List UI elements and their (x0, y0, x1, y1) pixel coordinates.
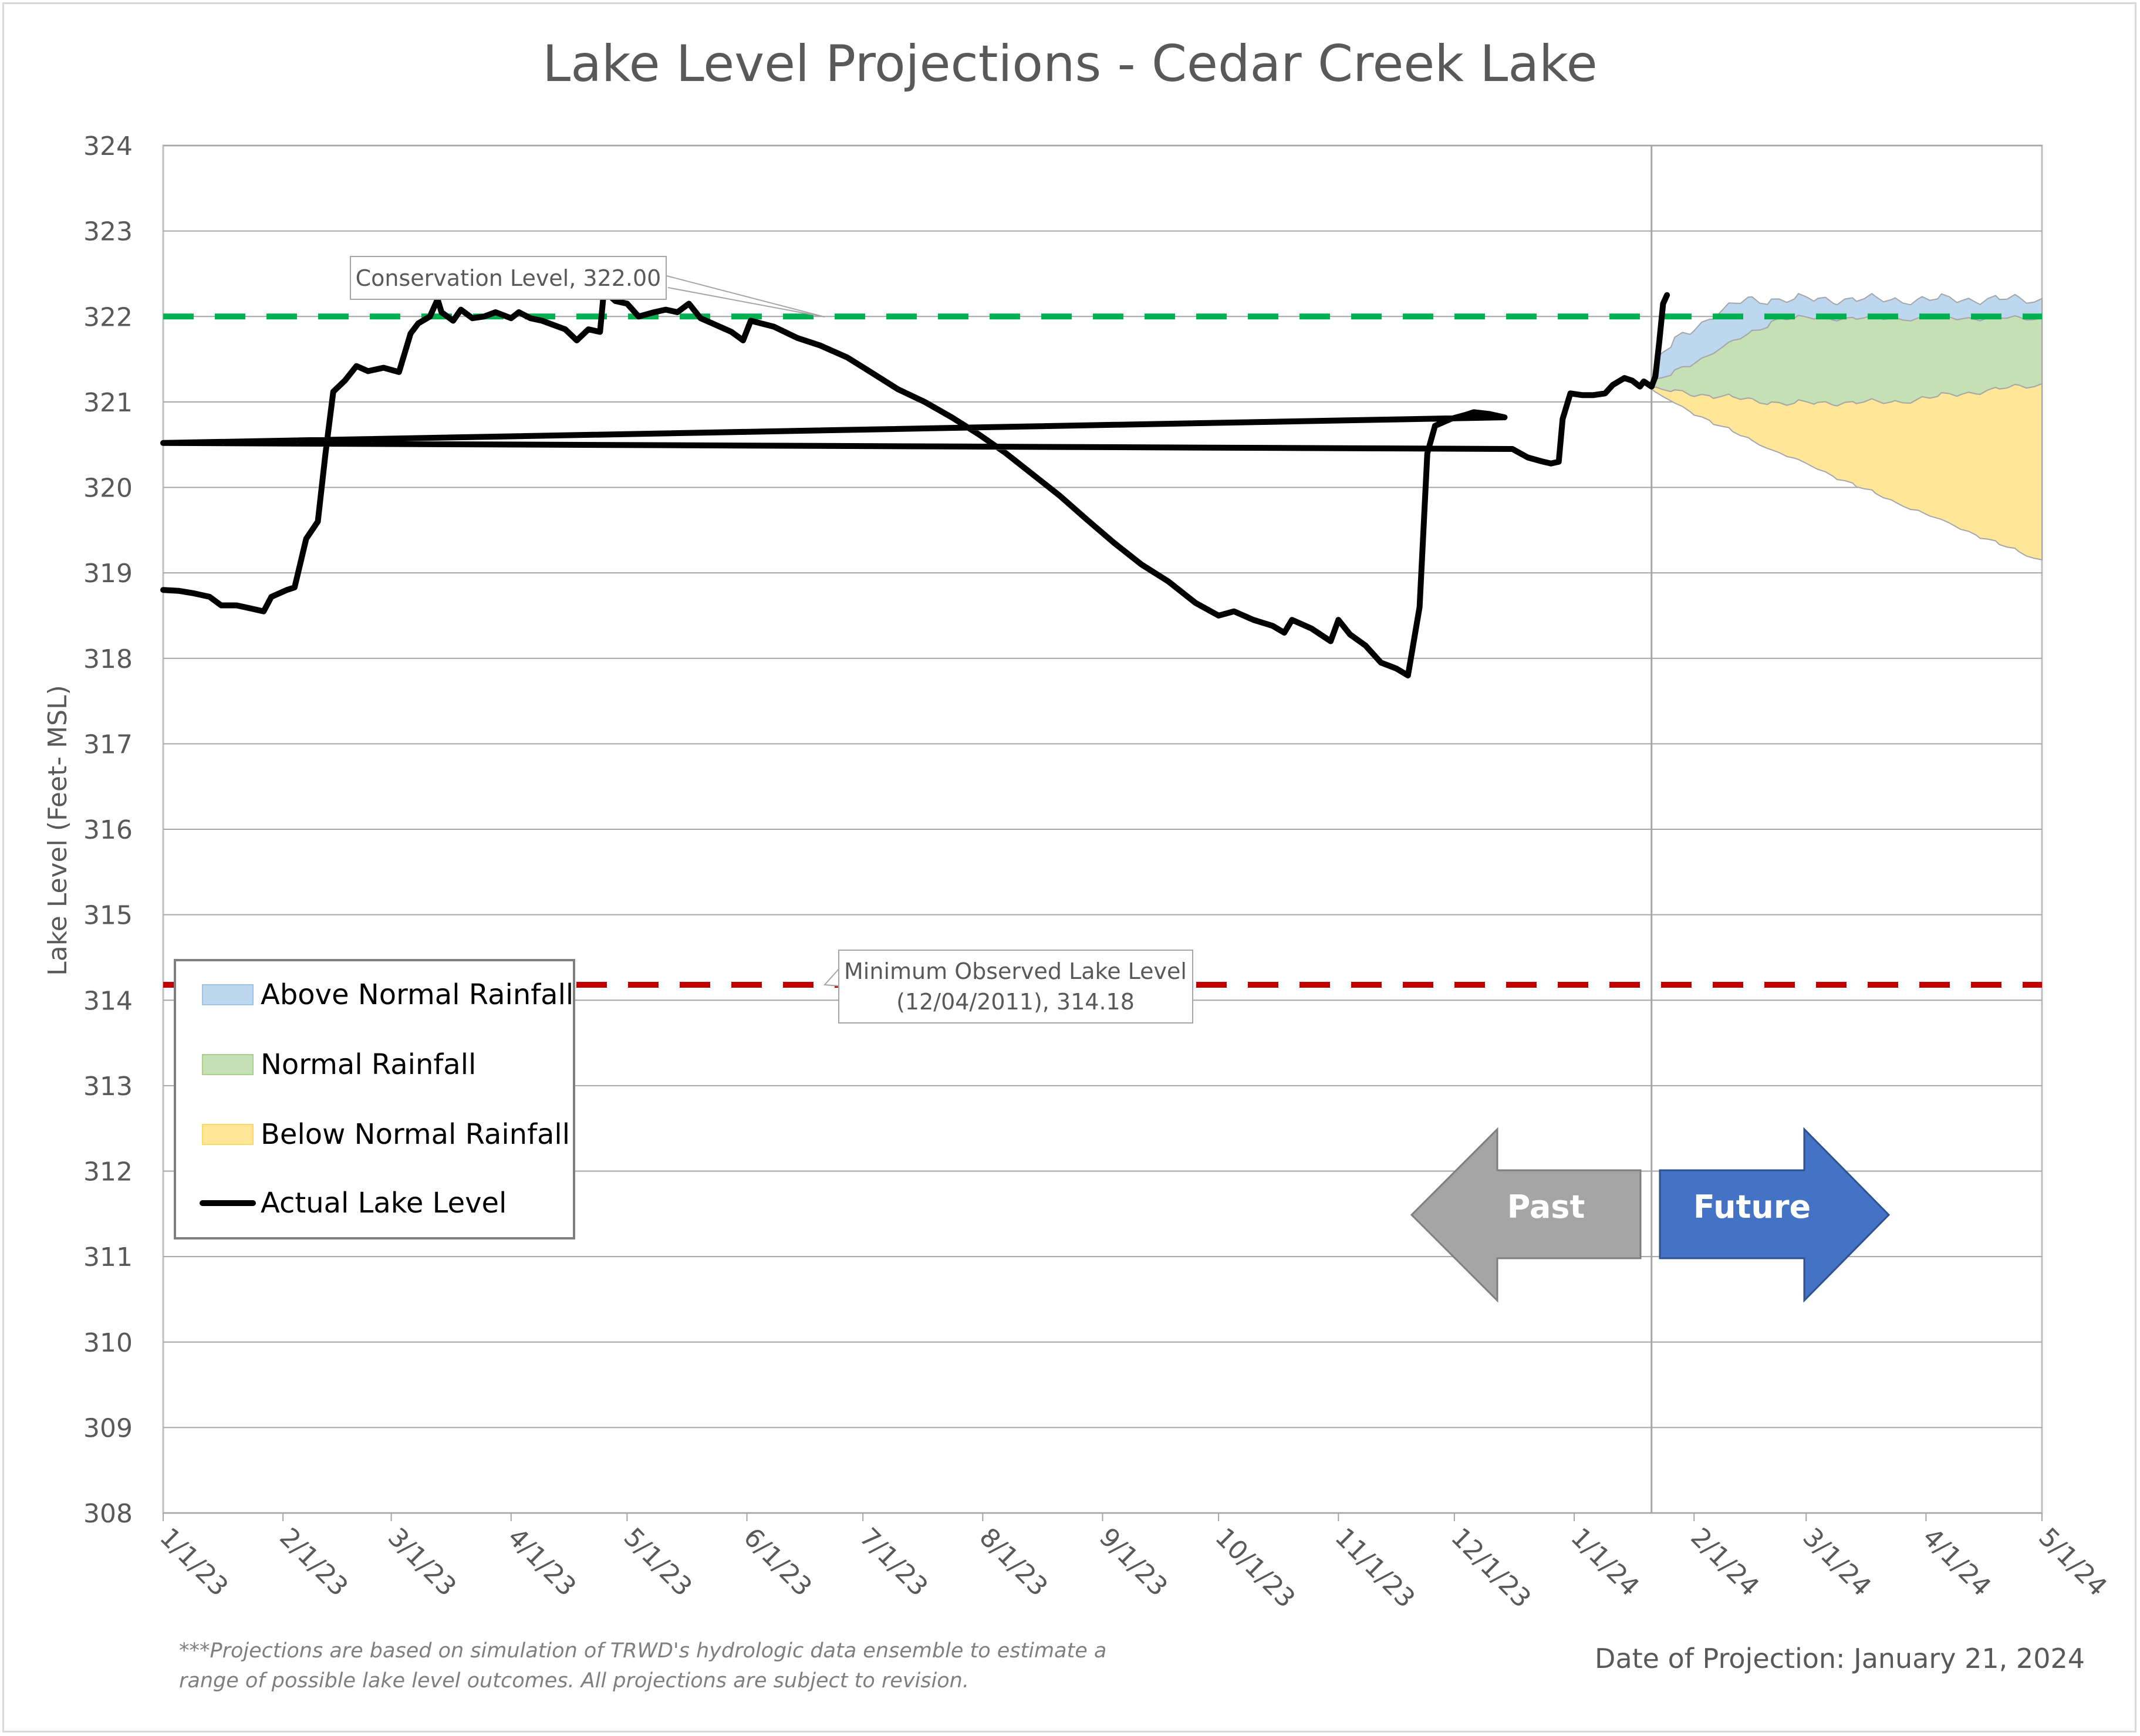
legend-below-label: Below Normal Rainfall (261, 1118, 570, 1151)
y-tick-label: 323 (83, 217, 133, 247)
x-tick-label: 2/1/24 (1685, 1522, 1764, 1602)
x-tick-label: 4/1/24 (1917, 1522, 1997, 1602)
x-tick-label: 10/1/23 (1209, 1522, 1301, 1614)
y-axis-title: Lake Level (Feet- MSL) (43, 685, 73, 975)
x-tick-label: 2/1/23 (274, 1522, 353, 1602)
y-tick-label: 321 (83, 388, 133, 418)
x-tick-label: 11/1/23 (1329, 1522, 1420, 1614)
y-tick-label: 310 (83, 1328, 133, 1358)
below-normal-band (1650, 383, 2043, 561)
legend-below-swatch (202, 1124, 254, 1145)
legend-normal-label: Normal Rainfall (261, 1048, 476, 1081)
legend-above-swatch (202, 984, 254, 1005)
actual-lake-level-series (160, 288, 1670, 678)
legend-actual-label: Actual Lake Level (261, 1187, 507, 1220)
legend-above-label: Above Normal Rainfall (261, 978, 573, 1011)
x-tick-label: 9/1/23 (1093, 1522, 1173, 1602)
x-tick-label: 1/1/24 (1565, 1522, 1645, 1602)
future-arrow: Future (1659, 1127, 1891, 1303)
x-tick-label: 3/1/24 (1797, 1522, 1876, 1602)
x-tick-label: 5/1/24 (2033, 1522, 2112, 1602)
x-tick-label: 1/1/23 (154, 1522, 234, 1602)
y-tick-label: 317 (83, 729, 133, 759)
x-tick-labels: 1/1/23 2/1/23 3/1/23 4/1/23 5/1/23 6/1/23 7/1/… (154, 1522, 2112, 1614)
chart-title: Lake Level Projections - Cedar Creek Lak… (542, 35, 1597, 93)
y-tick-label: 322 (83, 302, 133, 332)
x-tick-label: 3/1/23 (382, 1522, 462, 1602)
projection-date: Date of Projection: January 21, 2024 (1595, 1643, 2085, 1674)
y-tick-label: 316 (83, 815, 133, 845)
minimum-label-line2: (12/04/2011), 314.18 (896, 989, 1135, 1015)
past-label: Past (1507, 1188, 1585, 1225)
y-tick-label: 308 (83, 1499, 133, 1529)
y-tick-label: 312 (83, 1157, 133, 1187)
y-tick-label: 309 (83, 1413, 133, 1443)
y-tick-labels: 308 309 310 311 312 313 314 315 316 317 318 319 320 3… (83, 131, 133, 1529)
conservation-callout: Conservation Level, 322.00 (350, 256, 825, 318)
y-tick-label: 313 (83, 1072, 133, 1102)
x-tick-label: 7/1/23 (853, 1522, 933, 1602)
minimum-label-line1: Minimum Observed Lake Level (844, 958, 1187, 984)
y-tick-label: 318 (83, 644, 133, 674)
y-tick-label: 319 (83, 559, 133, 589)
past-arrow: Past (1410, 1127, 1642, 1303)
footnote-line2: range of possible lake level outcomes. A… (179, 1669, 969, 1693)
y-tick-label: 314 (83, 986, 133, 1016)
x-tick-label: 12/1/23 (1445, 1522, 1537, 1614)
legend-box (174, 959, 575, 1239)
y-tick-label: 315 (83, 901, 133, 931)
legend: Above Normal Rainfall Normal Rainfall Be… (174, 959, 575, 1239)
projection-bands (1650, 292, 2043, 561)
footnote-line1: ***Projections are based on simulation o… (179, 1639, 1106, 1663)
x-tick-label: 4/1/23 (502, 1522, 582, 1602)
actual-lake-level-line (160, 288, 1670, 678)
future-label: Future (1693, 1188, 1811, 1225)
x-tick-label: 5/1/23 (618, 1522, 698, 1602)
x-tick-label: 8/1/23 (974, 1522, 1054, 1602)
conservation-label: Conservation Level, 322.00 (356, 265, 661, 291)
y-tick-label: 311 (83, 1242, 133, 1272)
y-tick-label: 320 (83, 474, 133, 504)
minimum-callout: Minimum Observed Lake Level (12/04/2011)… (823, 950, 1193, 1024)
x-tick-label: 6/1/23 (738, 1522, 818, 1602)
callouts: Conservation Level, 322.00 Minimum Obser… (350, 256, 1193, 1024)
y-tick-label: 324 (83, 131, 133, 161)
legend-normal-swatch (202, 1054, 254, 1075)
